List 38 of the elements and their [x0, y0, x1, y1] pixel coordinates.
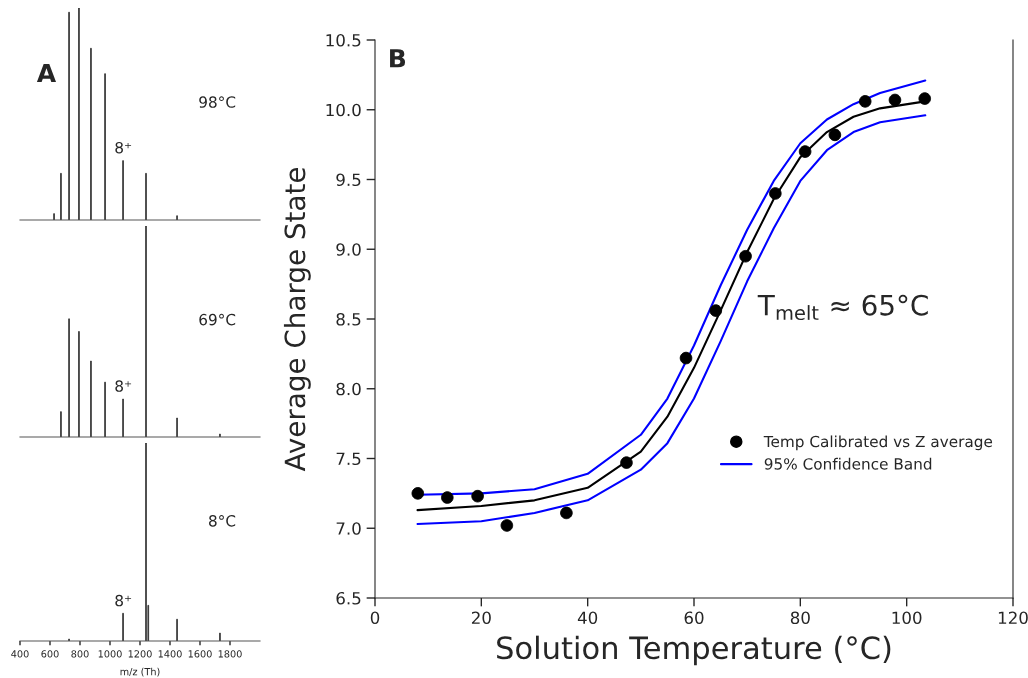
x-axis-title: m/z (Th)	[120, 667, 160, 677]
x-tick-label: 400	[11, 650, 29, 658]
y-axis-title: Average Charge State	[283, 168, 311, 472]
annotation: 8⁺	[115, 380, 132, 392]
x-tick-label: 1000	[98, 650, 122, 658]
x-tick-label: 1400	[158, 650, 182, 658]
x-tick-label: 1800	[218, 650, 242, 658]
x-tick-label: 20	[471, 611, 491, 625]
x-tick-label: 60	[684, 611, 704, 625]
annotation: 8⁺	[115, 141, 132, 154]
y-tick-label: 7.0	[336, 522, 361, 535]
x-tick-label: 120	[998, 611, 1028, 625]
legend-label: 95% Confidence Band	[764, 457, 932, 470]
chart-title: B	[390, 49, 406, 68]
annotation: 98°C	[199, 96, 236, 108]
y-tick-label: 7.5	[336, 452, 361, 466]
x-tick-label: 800	[71, 650, 89, 658]
legend-label: Temp Calibrated vs Z average	[763, 435, 993, 451]
x-tick-label: 40	[577, 611, 598, 625]
x-axis-title: Solution Temperature (°C)	[497, 635, 891, 666]
annotation: 69°C	[199, 313, 236, 326]
x-tick-label: 1200	[128, 650, 152, 658]
annotation: 8⁺	[115, 594, 132, 607]
y-tick-label: 8.0	[336, 382, 361, 396]
y-tick-label: 6.5	[336, 591, 361, 605]
x-tick-label: 0	[370, 611, 380, 625]
x-tick-label: 80	[790, 611, 810, 625]
annotation: 8°C	[209, 515, 236, 527]
y-tick-label: 10.5	[326, 33, 361, 47]
y-tick-label: 9.0	[336, 243, 361, 256]
y-tick-label: 9.5	[336, 173, 361, 187]
y-tick-label: 10.0	[326, 103, 361, 117]
y-tick-label: 8.5	[336, 312, 361, 326]
x-tick-label: 100	[892, 611, 922, 625]
text: A	[36, 63, 57, 83]
x-tick-label: 1600	[188, 650, 212, 658]
annotation: T$_{melt}$ ≈ 65°C	[757, 294, 928, 321]
x-tick-label: 600	[41, 650, 59, 658]
